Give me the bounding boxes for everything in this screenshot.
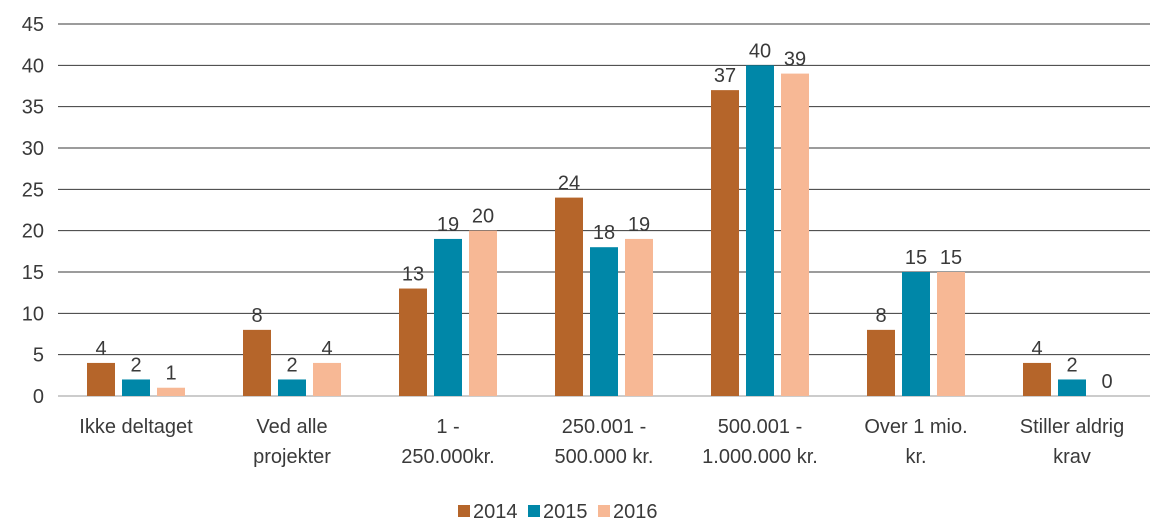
y-tick-label: 30	[22, 138, 44, 160]
data-label: 19	[628, 214, 650, 236]
x-tick-label: Ikke deltaget	[79, 416, 193, 438]
bar-2016	[781, 73, 809, 396]
data-label: 2	[130, 354, 141, 376]
data-label: 2	[286, 354, 297, 376]
x-tick-label: Ved alle	[256, 416, 327, 438]
x-tick-label: 500.001 -	[718, 416, 803, 438]
data-label: 15	[905, 247, 927, 269]
x-tick-label: 250.000kr.	[401, 446, 494, 468]
y-tick-label: 40	[22, 55, 44, 77]
y-axis: 0 5 10 15 20 25 30 35 40 45	[22, 14, 44, 408]
y-tick-label: 20	[22, 221, 44, 243]
data-label: 39	[784, 49, 806, 71]
bar-2014	[399, 288, 427, 396]
legend-label: 2015	[543, 501, 588, 519]
y-tick-label: 45	[22, 14, 44, 36]
data-label: 15	[940, 247, 962, 269]
data-label: 37	[714, 65, 736, 87]
data-label: 40	[749, 40, 771, 62]
data-label: 19	[437, 214, 459, 236]
data-label: 8	[875, 305, 886, 327]
data-label: 8	[251, 305, 262, 327]
x-tick-label: projekter	[253, 446, 331, 468]
bar-2015	[122, 379, 150, 396]
legend-swatch	[528, 505, 540, 517]
x-tick-label: kr.	[905, 446, 926, 468]
data-label: 24	[558, 173, 580, 195]
bar-2016	[937, 272, 965, 396]
bar-2015	[1058, 379, 1086, 396]
bar-2016	[313, 362, 341, 396]
x-tick-label: Over 1 mio.	[864, 416, 967, 438]
y-tick-label: 25	[22, 179, 44, 201]
data-label: 2	[1066, 354, 1077, 376]
bar-2015	[746, 65, 774, 396]
bar-2014	[87, 362, 115, 396]
legend-label: 2014	[473, 501, 518, 519]
bar-2016	[157, 387, 185, 396]
bar-2016	[625, 238, 653, 396]
x-tick-label: 1 -	[436, 416, 459, 438]
legend-swatch	[598, 505, 610, 517]
bar-2015	[902, 272, 930, 396]
data-label: 0	[1101, 371, 1112, 393]
bar-2014	[555, 197, 583, 396]
y-tick-label: 10	[22, 303, 44, 325]
bars	[87, 65, 1086, 396]
bar-2014	[243, 329, 271, 396]
data-label: 20	[472, 206, 494, 228]
y-tick-label: 35	[22, 97, 44, 119]
bar-2015	[278, 379, 306, 396]
legend: 2014 2015 2016	[458, 501, 658, 519]
bar-2014	[867, 329, 895, 396]
x-tick-label: 1.000.000 kr.	[702, 446, 818, 468]
x-tick-label: krav	[1053, 446, 1091, 468]
x-tick-label: Stiller aldrig	[1020, 416, 1124, 438]
data-label: 18	[593, 222, 615, 244]
bar-2015	[590, 247, 618, 396]
data-label: 13	[402, 264, 424, 286]
y-tick-label: 15	[22, 262, 44, 284]
data-label: 4	[321, 338, 332, 360]
gridlines	[58, 23, 1150, 397]
x-tick-label: 250.001 -	[562, 416, 647, 438]
data-label: 4	[1031, 338, 1042, 360]
bar-2014	[1023, 362, 1051, 396]
x-axis: Ikke deltaget Ved alle projekter 1 - 250.000…	[79, 416, 1124, 468]
bar-2016	[469, 230, 497, 396]
bar-2014	[711, 90, 739, 396]
x-tick-label: 500.000 kr.	[555, 446, 654, 468]
data-label: 4	[95, 338, 106, 360]
legend-swatch	[458, 505, 470, 517]
bar-2015	[434, 238, 462, 396]
legend-label: 2016	[613, 501, 658, 519]
y-tick-label: 5	[33, 345, 44, 367]
y-tick-label: 0	[33, 386, 44, 408]
data-label: 1	[165, 363, 176, 385]
